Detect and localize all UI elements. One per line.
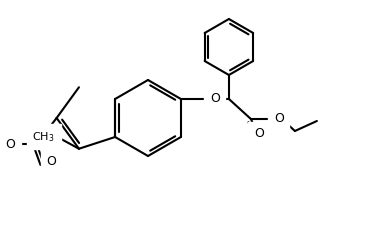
Text: O: O <box>210 92 220 106</box>
Text: O: O <box>6 137 15 151</box>
Text: O: O <box>46 155 57 168</box>
Text: O: O <box>274 112 284 126</box>
Text: O: O <box>254 127 264 140</box>
Text: CH$_3$: CH$_3$ <box>33 130 55 144</box>
Text: CH₃: CH₃ <box>32 132 53 142</box>
